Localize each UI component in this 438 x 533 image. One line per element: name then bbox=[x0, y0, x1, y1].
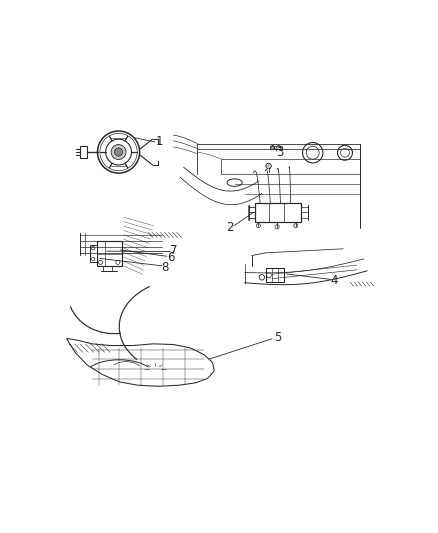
Circle shape bbox=[271, 146, 275, 150]
Text: 8: 8 bbox=[162, 261, 169, 273]
Text: 3: 3 bbox=[276, 146, 284, 159]
Circle shape bbox=[111, 144, 126, 159]
Circle shape bbox=[266, 163, 271, 168]
Polygon shape bbox=[80, 146, 87, 158]
Text: 2: 2 bbox=[226, 221, 233, 234]
Text: 1: 1 bbox=[155, 135, 163, 148]
Text: 4: 4 bbox=[331, 274, 338, 287]
Polygon shape bbox=[90, 245, 96, 262]
FancyBboxPatch shape bbox=[266, 269, 283, 282]
Text: 7: 7 bbox=[170, 244, 178, 257]
Polygon shape bbox=[67, 339, 214, 386]
FancyBboxPatch shape bbox=[96, 241, 122, 266]
Text: 5: 5 bbox=[274, 330, 281, 344]
Circle shape bbox=[114, 148, 123, 156]
FancyBboxPatch shape bbox=[255, 203, 301, 222]
Text: 6: 6 bbox=[167, 251, 175, 264]
